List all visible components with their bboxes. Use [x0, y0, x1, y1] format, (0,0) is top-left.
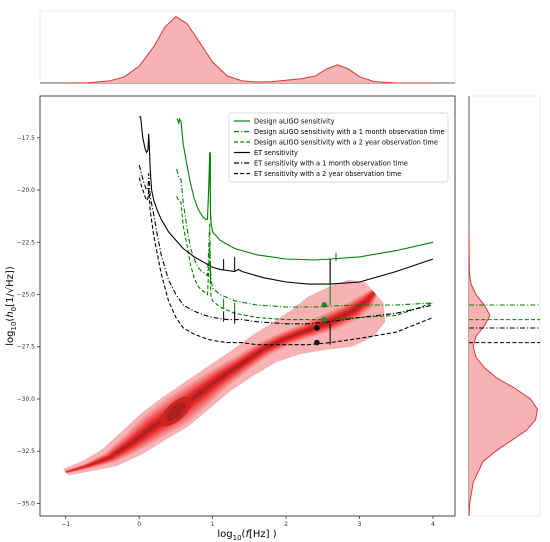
- y-axis-title: log10(h0[1/√Hz]): [5, 266, 18, 346]
- y-tick-label-4: −27.5: [17, 344, 36, 351]
- legend-label-0: Design aLIGO sensitivity: [254, 117, 335, 125]
- x-tick-label-5: 4: [431, 521, 435, 528]
- y-tick-label-3: −25.0: [17, 292, 36, 299]
- legend: Design aLIGO sensitivity Design aLIGO sen…: [228, 112, 449, 183]
- top-marginal-panel: [39, 10, 456, 84]
- y-tick-label-2: −22.5: [17, 239, 36, 246]
- legend-label-5: ET sensitivity with a 2 year observation…: [254, 170, 401, 178]
- x-axis-ticks: −1 0 1 2 3 4: [61, 516, 435, 528]
- right-marginal-panel: [468, 95, 541, 517]
- top-marginal-density-line: [65, 15, 433, 84]
- main-plot-frame: [39, 95, 456, 517]
- x-axis-title: log10(f[Hz] ): [217, 529, 276, 542]
- legend-box: [228, 112, 449, 183]
- series-line-3: [139, 116, 434, 285]
- y-tick-label-6: −32.5: [17, 448, 36, 455]
- density-core-inner: [166, 402, 186, 421]
- source-markers: [314, 302, 328, 346]
- joint-density-contours: [63, 279, 386, 476]
- source-marker-0: [321, 302, 328, 308]
- top-marginal-frame: [39, 10, 456, 84]
- x-tick-label-4: 3: [358, 521, 362, 528]
- right-marginal-reference-lines: [469, 304, 540, 344]
- series-line-0: [176, 117, 434, 261]
- density-level-7: [109, 300, 368, 458]
- x-tick-label-2: 1: [211, 521, 215, 528]
- series-line-5: [138, 177, 434, 346]
- legend-label-2: Design aLIGO sensitivity with a 2 year o…: [254, 138, 438, 146]
- series-line-1: [176, 168, 434, 308]
- y-tick-label-7: −35.0: [17, 500, 36, 507]
- source-marker-1: [321, 316, 328, 323]
- series-line-4: [138, 164, 434, 325]
- legend-label-4: ET sensitivity with a 1 month observatio…: [254, 159, 408, 167]
- top-marginal-density-fill: [65, 16, 433, 83]
- right-marginal-density-fill: [469, 231, 538, 517]
- x-tick-label-0: −1: [61, 521, 70, 528]
- y-tick-label-0: −17.5: [17, 135, 36, 142]
- x-tick-label-1: 0: [137, 521, 141, 528]
- x-tick-label-3: 2: [284, 521, 288, 528]
- legend-label-1: Design aLIGO sensitivity with a 1 month …: [254, 128, 445, 136]
- source-marker-2: [314, 325, 320, 331]
- main-plot-panel: −1 0 1 2 3 4 −17.5 −20.0 −22.5 −25.0 −27.5 −30.0 −3…: [17, 95, 456, 528]
- series-line-2: [176, 196, 434, 321]
- y-tick-label-5: −30.0: [17, 396, 36, 403]
- density-level-5: [65, 291, 376, 473]
- sensitivity-curves: [138, 116, 434, 346]
- y-tick-label-1: −20.0: [17, 187, 36, 194]
- y-axis-ticks: −17.5 −20.0 −22.5 −25.0 −27.5 −30.0 −32.5 −35.0: [17, 135, 40, 507]
- source-marker-3: [314, 339, 320, 346]
- sensitivity-spikes: [209, 152, 337, 345]
- right-marginal-density-line: [468, 231, 539, 517]
- legend-label-3: ET sensitivity: [254, 149, 298, 157]
